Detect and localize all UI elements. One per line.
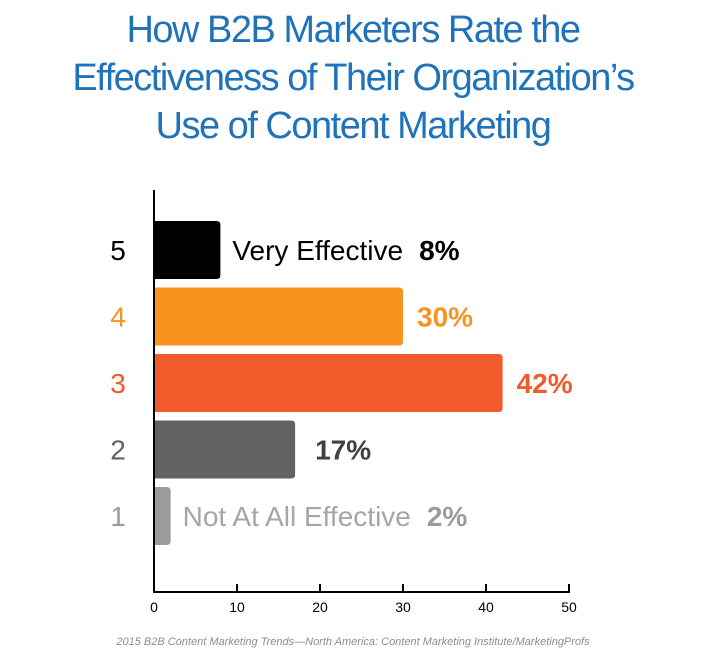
value-label-4: 30%: [417, 302, 473, 333]
category-label-2: 2: [110, 435, 126, 466]
chart-title: How B2B Marketers Rate the Effectiveness…: [0, 6, 706, 150]
x-tick-label-20: 20: [312, 599, 328, 615]
category-label-1: 1: [110, 501, 126, 532]
bars-layer: [155, 221, 503, 545]
labels-layer: 5 Very Effective 8% 4 30% 3 42% 2 17% 1 Not At All…: [110, 235, 573, 532]
source-note: 2015 B2B Content Marketing Trends—North …: [116, 636, 590, 648]
value-label-1: 2%: [427, 501, 468, 532]
bar-chart: 0 10 20 30 40 50 5 Very Effective 8% 4 30% 3 42% 2 17…: [110, 190, 577, 615]
value-label-2: 17%: [315, 435, 371, 466]
bar-rating-2: [155, 420, 296, 479]
x-tick-label-50: 50: [561, 599, 577, 615]
chart-title-line-3: Use of Content Marketing: [155, 105, 552, 147]
value-label-3: 42%: [517, 368, 573, 399]
x-tick-label-10: 10: [229, 599, 245, 615]
x-tick-label-30: 30: [395, 599, 411, 615]
x-tick-label-0: 0: [150, 599, 158, 615]
x-axis: 0 10 20 30 40 50: [150, 190, 577, 615]
bar-description-5: Very Effective: [232, 235, 403, 266]
chart-title-line-2: Effectiveness of Their Organization’s: [72, 57, 635, 99]
bar-description-1: Not At All Effective: [183, 501, 411, 532]
chart-title-line-1: How B2B Marketers Rate the: [126, 9, 581, 51]
bar-rating-5: [155, 221, 221, 279]
bar-rating-4: [155, 287, 403, 346]
category-label-4: 4: [110, 302, 126, 333]
category-label-5: 5: [110, 235, 126, 266]
bar-rating-3: [155, 354, 503, 412]
value-label-5: 8%: [419, 235, 460, 266]
x-tick-label-40: 40: [478, 599, 494, 615]
bar-rating-1: [155, 487, 171, 545]
category-label-3: 3: [110, 368, 126, 399]
